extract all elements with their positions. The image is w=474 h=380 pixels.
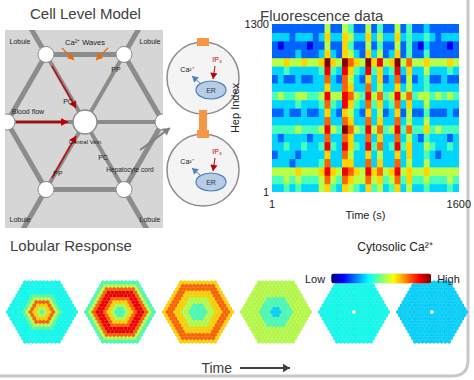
svg-text:PC: PC [63,98,73,105]
svg-text:1300: 1300 [244,18,269,30]
svg-text:Lobule: Lobule [9,216,30,223]
svg-text:Ca²⁺ Waves: Ca²⁺ Waves [65,38,105,47]
svg-text:High: High [437,273,460,285]
svg-text:ER: ER [206,179,216,186]
svg-text:Hepatocyte cord: Hepatocyte cord [106,166,154,174]
svg-text:1600: 1600 [447,198,471,210]
svg-text:Lobular Response: Lobular Response [10,237,132,254]
svg-text:ER: ER [206,87,216,94]
svg-text:Ca²⁺: Ca²⁺ [180,66,194,73]
svg-text:Low: Low [305,273,325,285]
svg-text:PP: PP [111,66,121,73]
svg-text:Hep Index: Hep Index [229,82,241,133]
svg-text:1: 1 [263,186,269,198]
svg-text:Time (s): Time (s) [345,209,385,221]
svg-text:Central Vein: Central Vein [69,139,102,145]
svg-text:Lobule: Lobule [9,38,30,45]
svg-text:Lobule: Lobule [139,216,160,223]
svg-text:Lobule: Lobule [139,38,160,45]
svg-text:IP₃: IP₃ [212,148,222,155]
svg-text:Cytosolic Ca²⁺: Cytosolic Ca²⁺ [357,240,432,254]
svg-text:Cell Level Model: Cell Level Model [30,5,141,22]
svg-text:Time: Time [201,360,232,376]
svg-text:Ca²⁺: Ca²⁺ [180,158,194,165]
svg-text:PP: PP [53,170,63,177]
svg-text:PC: PC [98,154,108,161]
svg-text:1: 1 [269,198,275,210]
svg-text:IP₃: IP₃ [212,56,222,63]
svg-text:Blood flow: Blood flow [12,108,45,115]
svg-text:Fluorescence data: Fluorescence data [260,7,384,24]
